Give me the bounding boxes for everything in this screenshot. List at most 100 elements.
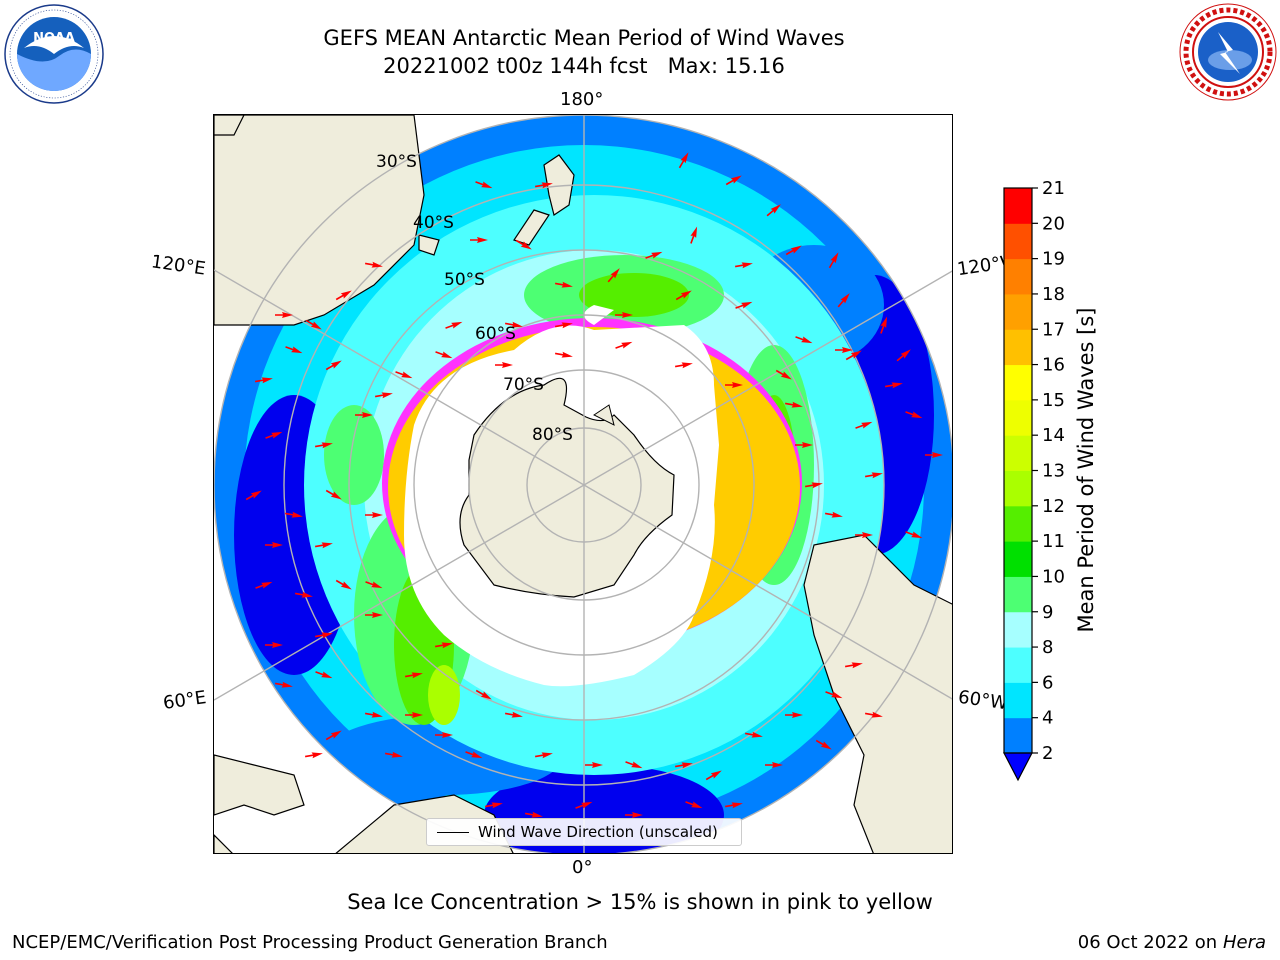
wave-direction-arrow [678, 152, 689, 169]
wave-direction-arrow [735, 301, 753, 309]
wave-direction-arrow [265, 542, 283, 548]
wave-direction-arrow [484, 802, 503, 809]
wave-direction-arrow [534, 752, 553, 759]
colorbar-band [1004, 505, 1032, 542]
polar-map [214, 115, 952, 853]
wave-direction-arrow [896, 349, 911, 362]
wave-direction-arrow [734, 262, 753, 269]
colorbar-tick-label: 2 [1042, 743, 1053, 764]
colorbar-label-wrap: Mean Period of Wind Waves [s] [1074, 308, 1280, 633]
wave-direction-arrow [284, 511, 303, 518]
wave-direction-arrow [766, 204, 781, 217]
legend-line-swatch [437, 832, 469, 833]
noaa-logo: NOAA [4, 4, 104, 104]
lon-label-top: 180° [560, 89, 604, 110]
wave-direction-arrow [365, 512, 383, 518]
colorbar-bands [1004, 188, 1032, 754]
wave-direction-arrow [725, 382, 743, 388]
wave-direction-arrow [364, 711, 383, 718]
wave-direction-arrow [304, 752, 323, 759]
wave-direction-arrow [404, 672, 423, 679]
wave-direction-arrow [405, 712, 423, 718]
wave-direction-arrow [325, 730, 342, 741]
wave-direction-arrow [615, 341, 633, 349]
wave-direction-arrows [245, 152, 943, 818]
colorbar-band [1004, 329, 1032, 366]
wave-direction-arrow [674, 762, 693, 769]
wave-direction-arrow [615, 312, 633, 318]
wave-direction-arrow [435, 351, 453, 359]
wave-direction-arrow [795, 336, 813, 344]
wave-direction-arrow [705, 770, 722, 781]
wave-direction-arrow [335, 290, 352, 301]
lat-label-30s: 30°S [376, 152, 417, 172]
wave-direction-arrow [674, 362, 693, 369]
colorbar-tick-label: 12 [1042, 496, 1065, 517]
wave-direction-arrow [925, 452, 943, 458]
colorbar-tick-label: 4 [1042, 708, 1053, 729]
wave-direction-arrow [625, 812, 643, 818]
wave-direction-arrow [744, 731, 763, 738]
wave-direction-arrow [335, 579, 352, 590]
wave-direction-arrow [255, 581, 273, 589]
colorbar-band [1004, 364, 1032, 401]
footer-date-text: 06 Oct 2022 on [1077, 932, 1223, 953]
colorbar-tick-label: 9 [1042, 602, 1053, 623]
wave-direction-arrow [585, 762, 603, 768]
svg-text:NOAA: NOAA [33, 31, 75, 46]
colorbar-tick-label: 19 [1042, 249, 1065, 270]
colorbar-tick-label: 11 [1042, 531, 1065, 552]
wave-direction-arrow [314, 442, 333, 449]
wave-direction-arrow [645, 251, 663, 259]
colorbar-tick-label: 8 [1042, 637, 1053, 658]
wave-direction-arrow [365, 612, 383, 618]
wave-direction-arrow [825, 691, 843, 699]
wave-direction-arrow [625, 761, 643, 769]
colorbar-tick-label: 18 [1042, 284, 1065, 305]
colorbar-band [1004, 435, 1032, 471]
colorbar-label: Mean Period of Wind Waves [s] [1074, 307, 1098, 633]
colorbar-tick-label: 10 [1042, 566, 1065, 587]
footer-date: 06 Oct 2022 on Hera [1078, 932, 1266, 953]
ice-note: Sea Ice Concentration > 15% is shown in … [347, 890, 933, 914]
wave-direction-arrow [884, 382, 903, 389]
chart-title: GEFS MEAN Antarctic Mean Period of Wind … [323, 26, 845, 50]
colorbar-band [1004, 399, 1032, 436]
wave-direction-arrow [285, 346, 303, 354]
lat-label-60s: 60°S [475, 324, 516, 344]
colorbar: 2 4 6 8 9 10 11 12 13 14 15 16 17 18 19 20 21 [1003, 180, 1065, 782]
wave-direction-arrow [554, 281, 573, 288]
colorbar-band [1004, 470, 1032, 507]
wave-direction-arrow [824, 511, 843, 518]
wave-direction-arrow [855, 532, 873, 538]
lat-label-50s: 50°S [444, 270, 485, 290]
wave-direction-arrow [785, 245, 802, 256]
wave-direction-arrow [475, 689, 492, 700]
map-legend: Wind Wave Direction (unscaled) [426, 818, 742, 846]
wave-direction-arrow [864, 711, 883, 718]
colorbar-band [1004, 611, 1032, 648]
wave-direction-arrow [364, 261, 383, 268]
wave-direction-arrow [905, 411, 923, 419]
wave-direction-arrow [305, 319, 322, 330]
legend-label: Wind Wave Direction (unscaled) [478, 823, 718, 841]
map-panel [213, 114, 953, 854]
footer-credit: NCEP/EMC/Verification Post Processing Pr… [12, 932, 608, 953]
wave-direction-arrow [690, 226, 698, 244]
colorbar-band [1004, 188, 1032, 224]
wave-direction-arrow [314, 542, 333, 549]
wave-direction-arrow [435, 732, 453, 738]
colorbar-band [1004, 223, 1032, 260]
wave-direction-arrow [784, 401, 803, 408]
wave-direction-arrow [534, 182, 553, 189]
wave-direction-arrow [554, 351, 573, 358]
wave-direction-arrow [675, 290, 692, 301]
wave-direction-arrow [325, 360, 342, 371]
colorbar-band [1004, 293, 1032, 330]
wave-direction-arrow [855, 421, 873, 429]
wave-direction-arrow [685, 801, 703, 809]
antarctica [459, 377, 675, 598]
wave-direction-arrow [434, 642, 453, 649]
wave-direction-arrow [465, 751, 483, 759]
colorbar-tick-label: 6 [1042, 672, 1053, 693]
